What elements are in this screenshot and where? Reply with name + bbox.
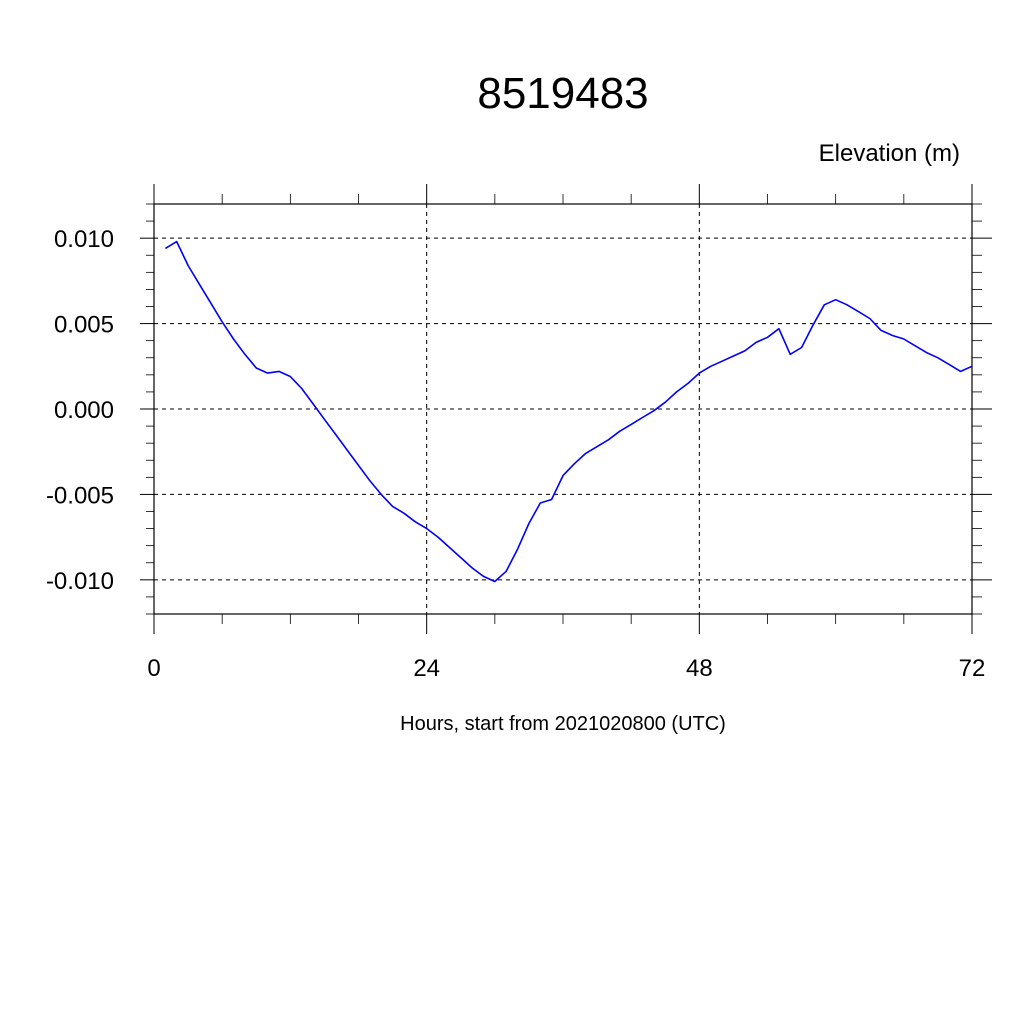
y-tick-label: -0.005 [46, 482, 114, 509]
y-tick-label: 0.005 [54, 312, 114, 339]
x-axis-label: Hours, start from 2021020800 (UTC) [400, 713, 726, 735]
chart-title: 8519483 [477, 69, 648, 118]
y-tick-label: -0.010 [46, 568, 114, 595]
series-layer [164, 240, 973, 583]
y-tick-label: 0.000 [54, 397, 114, 424]
x-tick-label: 48 [686, 655, 713, 682]
plot-frame [153, 203, 973, 615]
x-tick-label: 24 [413, 655, 440, 682]
axis-ticks [140, 184, 992, 634]
tick-labels: 0.010 0.005 0.000 -0.005 -0.010 0 24 48 72 [46, 226, 985, 682]
x-tick-label: 0 [147, 655, 160, 682]
series-line [164, 240, 973, 583]
y-axis-label: Elevation (m) [819, 140, 960, 167]
y-tick-label: 0.010 [54, 226, 114, 253]
x-tick-label: 72 [959, 655, 986, 682]
grid-lines [154, 204, 972, 614]
